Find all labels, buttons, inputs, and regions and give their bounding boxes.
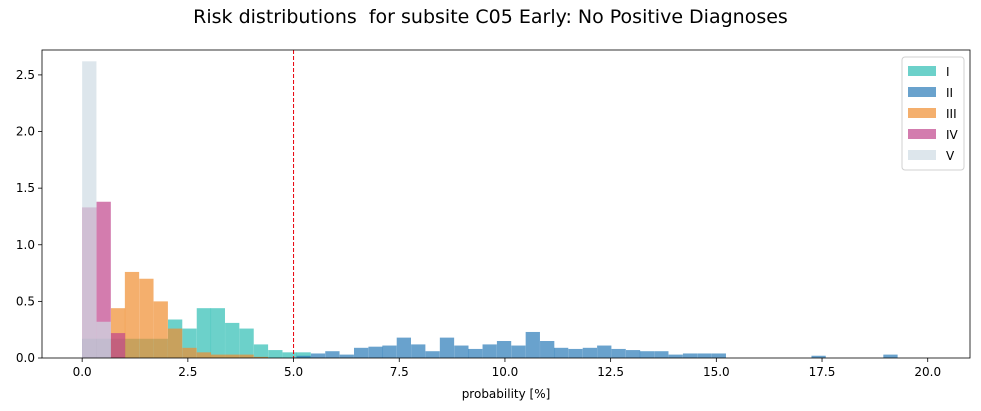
bar-II-2 [325,351,340,358]
bar-II-27 [682,353,698,358]
bar-II-11 [454,345,469,358]
bar-II-15 [511,345,526,358]
bar-II-20 [582,347,598,358]
legend-swatch-V [908,150,936,160]
series-II [296,331,898,358]
bar-II-25 [654,351,669,358]
bar-I-12 [253,344,269,358]
bar-III-1 [124,271,140,358]
bar-II-14 [496,341,512,358]
y-tick-label: 1.0 [16,238,35,252]
bar-II-21 [597,345,612,358]
bar-II-26 [668,354,683,358]
bar-II-31 [883,354,898,358]
y-tick-label: 1.5 [16,181,35,195]
bar-V-0 [82,61,97,358]
chart-title: Risk distributions for subsite C05 Early… [193,6,788,28]
legend-swatch-III [908,108,936,118]
y-tick-label: 2.0 [16,125,35,139]
y-tick-label: 0.0 [16,351,35,365]
bar-I-9 [210,308,225,358]
bar-II-1 [310,353,326,358]
bar-II-18 [553,347,569,358]
x-tick-label: 20.0 [914,365,941,379]
bar-II-0 [296,355,311,358]
bar-II-19 [568,348,583,358]
x-tick-label: 17.5 [809,365,836,379]
plot-frame [41,49,971,359]
legend-swatch-I [908,66,936,76]
bar-II-4 [354,347,369,358]
bar-II-28 [697,353,712,358]
x-tick-label: 0.0 [73,365,92,379]
legend-label-III: III [946,107,957,121]
bar-III-4 [167,328,183,358]
bar-II-29 [711,353,726,358]
bar-II-17 [540,341,555,358]
bar-I-10 [225,322,240,358]
bar-II-24 [639,351,655,358]
axes: 0.0 2.5 5.0 7.5 10.0 12.5 15.0 17.5 20.0 0.0 0.5 1.… [16,49,971,379]
bar-II-5 [368,346,383,358]
bar-II-16 [525,331,540,358]
bar-V-1 [96,321,111,358]
bar-II-9 [425,351,440,358]
x-tick-label: 15.0 [703,365,730,379]
bar-IV-2 [110,333,126,358]
series-III [110,271,269,358]
y-tick-label: 0.5 [16,294,35,308]
bar-I-11 [239,328,254,358]
x-tick-label: 7.5 [390,365,409,379]
x-axis-label: probability [%] [462,387,551,401]
legend-swatch-II [908,87,936,97]
bar-II-22 [611,348,626,358]
legend-label-IV: IV [946,128,959,142]
legend-label-I: I [946,65,950,79]
bar-III-6 [196,352,212,358]
x-tick-label: 12.5 [597,365,624,379]
legend-swatch-IV [908,129,936,139]
bar-III-5 [182,347,197,358]
bar-III-3 [153,301,168,358]
bar-II-23 [625,350,641,358]
x-tick-label: 5.0 [284,365,303,379]
bar-III-8 [225,354,240,358]
bar-II-6 [382,345,397,358]
bar-II-12 [468,348,483,358]
bar-II-7 [396,337,411,358]
bar-II-13 [482,344,497,358]
bar-II-30 [811,355,826,358]
x-tick-label: 2.5 [178,365,197,379]
bar-II-10 [439,337,455,358]
series-V [82,61,111,358]
x-tick-label: 10.0 [492,365,519,379]
bar-I-14 [282,352,297,358]
legend-label-II: II [946,86,953,100]
bar-I-15 [296,352,311,358]
bar-IV-1 [96,201,111,358]
bar-III-9 [239,354,254,358]
histogram-bars [82,61,898,358]
bar-III-7 [210,354,225,358]
y-tick-label: 2.5 [16,68,35,82]
legend-label-V: V [946,149,955,163]
bar-III-2 [139,278,154,358]
bar-I-13 [268,350,283,358]
bar-III-10 [253,356,269,358]
bar-II-3 [339,354,354,358]
bar-II-8 [411,344,426,358]
bar-I-8 [196,308,212,358]
